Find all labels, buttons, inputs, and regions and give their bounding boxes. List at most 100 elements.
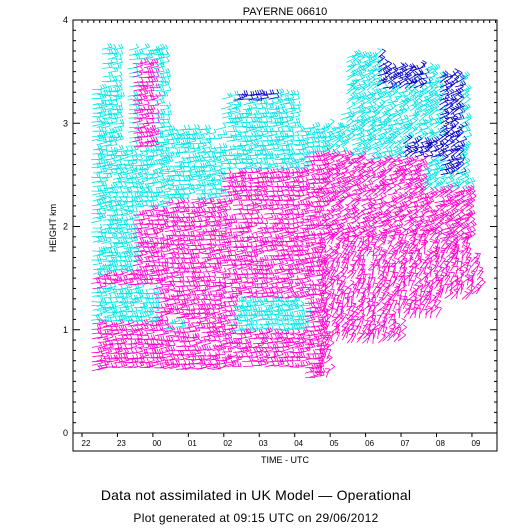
wind-barb-feather — [144, 127, 148, 132]
wind-barb-feather — [186, 197, 190, 203]
wind-barb-feather — [140, 196, 144, 202]
wind-barb-feather — [153, 77, 157, 82]
wind-barb-feather — [243, 175, 247, 180]
wind-barb-shaft — [116, 167, 127, 170]
wind-barb-shaft — [164, 212, 175, 214]
wind-barb-feather — [183, 263, 186, 269]
wind-barb-shaft — [180, 280, 190, 283]
wind-barb-shaft — [113, 148, 124, 152]
wind-barb-feather — [280, 203, 284, 208]
wind-barb-feather — [191, 267, 195, 272]
wind-barb-shaft — [200, 159, 212, 162]
wind-barb-shaft — [169, 203, 180, 205]
wind-barb-feather — [120, 144, 124, 150]
wind-barb-shaft — [148, 310, 159, 313]
wind-barb-feather — [195, 286, 199, 291]
wind-barb-shaft — [127, 67, 138, 70]
wind-barb-feather — [153, 204, 157, 209]
wind-barb-feather — [142, 186, 146, 191]
wind-barb-feather — [201, 141, 205, 147]
wind-barb-feather — [230, 219, 233, 225]
wind-barb-shaft — [101, 278, 112, 280]
wind-barb-shaft — [103, 323, 114, 328]
wind-barb-shaft — [123, 231, 133, 234]
wind-barb-shaft — [200, 288, 211, 292]
wind-barb-feather — [270, 117, 273, 122]
wind-barb-feather — [148, 237, 152, 242]
wind-barb-shaft — [96, 194, 107, 197]
wind-barb-shaft — [159, 61, 170, 64]
wind-barb-shaft — [112, 304, 124, 308]
wind-barb-feather — [172, 303, 175, 309]
wind-barb-feather — [207, 173, 211, 178]
wind-barb-shaft — [132, 93, 143, 97]
wind-barb-feather — [136, 80, 140, 86]
wind-barb-feather — [140, 182, 144, 187]
wind-barb-feather — [151, 113, 154, 119]
wind-barb-shaft — [200, 259, 212, 264]
wind-barb-shaft — [226, 100, 237, 105]
wind-barb-feather — [144, 239, 147, 245]
wind-barb-feather — [215, 290, 218, 296]
wind-barb-feather — [144, 146, 148, 151]
wind-barb-feather — [120, 181, 124, 187]
wind-barb-feather — [234, 182, 237, 187]
wind-barb-feather — [172, 293, 176, 298]
wind-barb-feather — [121, 239, 123, 245]
wind-barb-shaft — [127, 239, 138, 243]
wind-barb-feather — [169, 175, 173, 180]
wind-barb-feather — [255, 109, 258, 115]
wind-barb-feather — [165, 139, 170, 145]
wind-barb-feather — [139, 255, 143, 261]
wind-barb-shaft — [144, 151, 155, 153]
wind-barb-shaft — [174, 196, 185, 199]
wind-barb-feather — [208, 299, 212, 304]
wind-barb-shaft — [128, 199, 138, 203]
wind-barb-shaft — [128, 190, 139, 194]
wind-barb-feather — [142, 132, 146, 137]
wind-barb-shaft — [143, 323, 154, 327]
wind-barb-feather — [125, 241, 129, 247]
wind-barb-shaft — [106, 313, 117, 317]
wind-barb-feather — [160, 59, 163, 65]
wind-barb-shaft — [217, 271, 227, 274]
wind-barb-feather — [192, 143, 195, 149]
wind-barb-feather — [175, 152, 178, 157]
wind-barb-feather — [139, 70, 143, 75]
wind-barb-feather — [159, 98, 163, 104]
wind-barb-shaft — [138, 57, 149, 60]
wind-barb-shaft — [163, 365, 175, 370]
wind-barb-feather — [173, 230, 177, 235]
wind-barb-feather — [186, 142, 190, 147]
wind-barb-shaft — [143, 260, 154, 263]
wind-barb-shaft — [107, 55, 119, 60]
wind-barb-shaft — [96, 97, 107, 99]
wind-barb-shaft — [201, 192, 213, 195]
wind-barb-feather — [125, 267, 129, 273]
wind-barb-shaft — [185, 261, 196, 264]
wind-barb-feather — [225, 143, 228, 148]
wind-barb-feather — [116, 90, 119, 96]
wind-barb-shaft — [262, 272, 273, 275]
wind-barb-feather — [140, 273, 144, 278]
wind-barb-feather — [100, 297, 103, 303]
wind-barb-feather — [133, 145, 137, 150]
wind-barb-feather — [234, 255, 237, 261]
wind-barb-shaft — [159, 332, 169, 336]
wind-barb-feather — [136, 132, 140, 138]
wind-barb-shaft — [247, 316, 258, 321]
wind-barb-shaft — [139, 124, 150, 129]
wind-barb-feather — [204, 267, 208, 272]
wind-barb-feather — [160, 142, 163, 147]
wind-barb-feather — [241, 149, 245, 154]
wind-barb-feather — [177, 185, 180, 190]
wind-barb-feather — [207, 272, 211, 277]
wind-barb-shaft — [113, 61, 123, 65]
wind-barb-feather — [210, 248, 214, 253]
wind-barb-feather — [137, 316, 141, 321]
wind-barb-feather — [142, 357, 145, 362]
wind-barb-feather — [232, 127, 236, 132]
wind-barb-feather — [205, 280, 209, 286]
wind-barb-shaft — [159, 345, 171, 350]
wind-barb-shaft — [112, 89, 123, 92]
